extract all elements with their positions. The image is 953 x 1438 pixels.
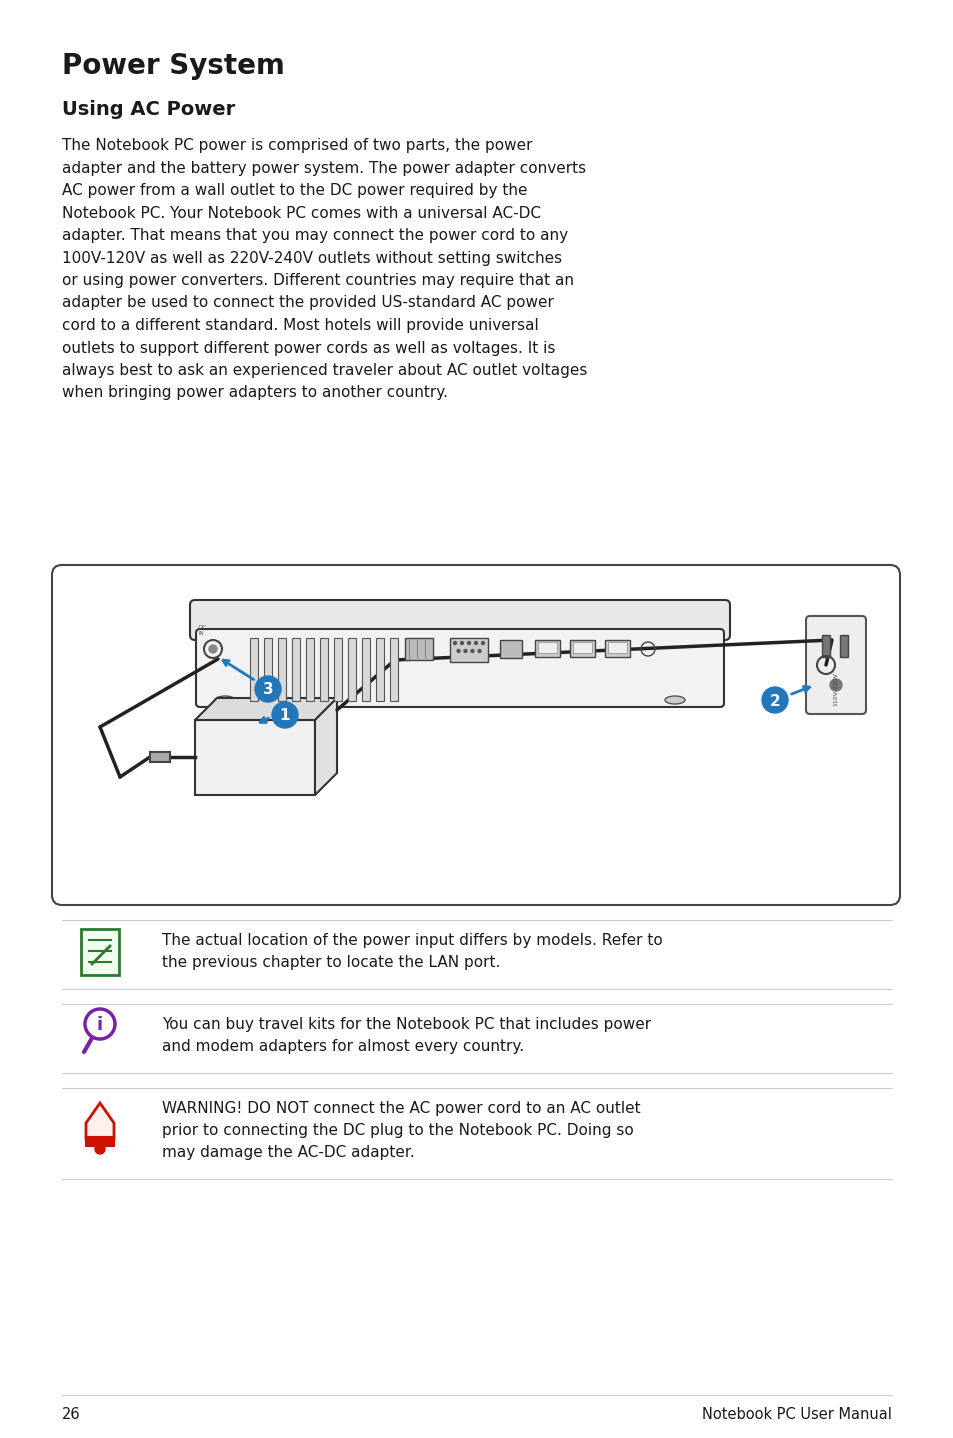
Circle shape [456, 650, 459, 653]
Bar [569, 640, 595, 657]
Bar [306, 638, 314, 700]
FancyBboxPatch shape [52, 565, 899, 905]
FancyBboxPatch shape [81, 929, 119, 975]
Ellipse shape [214, 696, 234, 705]
Text: Power System: Power System [62, 52, 285, 81]
Bar [86, 1137, 113, 1146]
Bar [361, 638, 370, 700]
Text: 3: 3 [262, 683, 273, 697]
FancyBboxPatch shape [805, 615, 865, 715]
Circle shape [467, 641, 470, 644]
Circle shape [481, 641, 484, 644]
FancyBboxPatch shape [195, 628, 723, 707]
Circle shape [463, 650, 467, 653]
Text: adapter be used to connect the provided US-standard AC power: adapter be used to connect the provided … [62, 295, 554, 311]
Bar [277, 638, 286, 700]
Circle shape [254, 676, 281, 702]
Bar [604, 640, 629, 657]
Circle shape [95, 1145, 105, 1155]
Circle shape [453, 641, 456, 644]
Text: may damage the AC-DC adapter.: may damage the AC-DC adapter. [162, 1145, 415, 1160]
Bar [821, 636, 829, 657]
Text: when bringing power adapters to another country.: when bringing power adapters to another … [62, 385, 448, 401]
Bar [573, 641, 592, 653]
Text: cord to a different standard. Most hotels will provide universal: cord to a different standard. Most hotel… [62, 318, 538, 334]
Bar [390, 638, 397, 700]
FancyBboxPatch shape [190, 600, 729, 640]
Circle shape [474, 641, 477, 644]
Text: Notebook PC. Your Notebook PC comes with a universal AC-DC: Notebook PC. Your Notebook PC comes with… [62, 206, 540, 220]
Text: Using AC Power: Using AC Power [62, 101, 235, 119]
Bar [499, 640, 521, 659]
Polygon shape [314, 697, 336, 795]
Bar [607, 641, 626, 653]
Bar [840, 636, 847, 657]
Text: adapter and the battery power system. The power adapter converts: adapter and the battery power system. Th… [62, 161, 585, 175]
Text: 26: 26 [62, 1406, 81, 1422]
Bar [150, 752, 170, 762]
Bar [264, 638, 272, 700]
Text: WARNING! DO NOT connect the AC power cord to an AC outlet: WARNING! DO NOT connect the AC power cor… [162, 1102, 640, 1116]
Bar [450, 638, 488, 661]
Text: outlets to support different power cords as well as voltages. It is: outlets to support different power cords… [62, 341, 555, 355]
Bar [375, 638, 384, 700]
Circle shape [209, 646, 216, 653]
Bar [535, 640, 559, 657]
Bar [334, 638, 341, 700]
Text: prior to connecting the DC plug to the Notebook PC. Doing so: prior to connecting the DC plug to the N… [162, 1123, 633, 1137]
Ellipse shape [664, 696, 684, 705]
Text: AC power from a wall outlet to the DC power required by the: AC power from a wall outlet to the DC po… [62, 183, 527, 198]
Bar [292, 638, 299, 700]
Bar [405, 638, 433, 660]
Text: always best to ask an experienced traveler about AC outlet voltages: always best to ask an experienced travel… [62, 362, 587, 378]
Circle shape [829, 679, 841, 692]
Text: adapter. That means that you may connect the power cord to any: adapter. That means that you may connect… [62, 229, 568, 243]
Text: 100V-120V as well as 220V-240V outlets without setting switches: 100V-120V as well as 220V-240V outlets w… [62, 250, 561, 266]
Circle shape [477, 650, 480, 653]
Circle shape [761, 687, 787, 713]
Text: The actual location of the power input differs by models. Refer to: The actual location of the power input d… [162, 933, 662, 948]
Text: the previous chapter to locate the LAN port.: the previous chapter to locate the LAN p… [162, 955, 500, 971]
Circle shape [460, 641, 463, 644]
Circle shape [471, 650, 474, 653]
Text: You can buy travel kits for the Notebook PC that includes power: You can buy travel kits for the Notebook… [162, 1017, 651, 1032]
Text: The Notebook PC power is comprised of two parts, the power: The Notebook PC power is comprised of tw… [62, 138, 532, 152]
Text: or using power converters. Different countries may require that an: or using power converters. Different cou… [62, 273, 574, 288]
Bar [250, 638, 257, 700]
Text: DC
IN: DC IN [199, 626, 207, 636]
Text: and modem adapters for almost every country.: and modem adapters for almost every coun… [162, 1040, 523, 1054]
Bar [348, 638, 355, 700]
Text: 110V-220V: 110V-220V [833, 672, 838, 706]
Polygon shape [194, 720, 314, 795]
Text: Notebook PC User Manual: Notebook PC User Manual [701, 1406, 891, 1422]
Bar [537, 641, 557, 653]
Text: i: i [97, 1017, 103, 1034]
Circle shape [272, 702, 297, 728]
Bar [319, 638, 328, 700]
Text: 1: 1 [279, 709, 290, 723]
Polygon shape [86, 1103, 113, 1139]
Text: 2: 2 [769, 693, 780, 709]
Polygon shape [194, 697, 336, 720]
